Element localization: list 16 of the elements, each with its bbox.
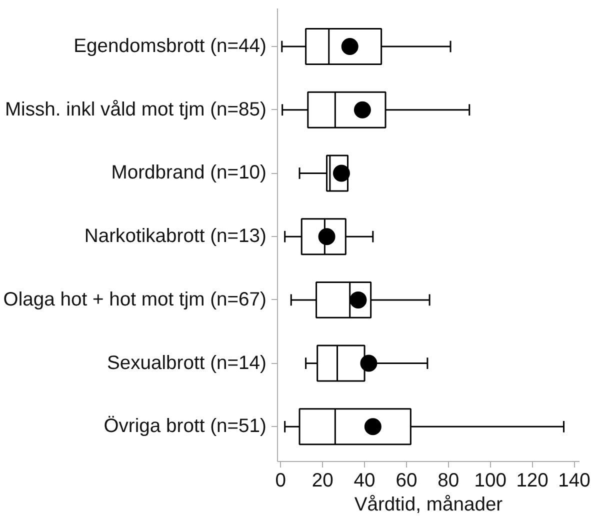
y-tick-label: Mordbrand (n=10) bbox=[111, 162, 266, 184]
x-axis-title: Vårdtid, månader bbox=[354, 494, 504, 516]
x-tick-label: 60 bbox=[396, 470, 418, 492]
x-tick-label: 20 bbox=[312, 470, 334, 492]
y-tick-label: Egendomsbrott (n=44) bbox=[74, 36, 267, 58]
x-tick-label: 140 bbox=[558, 470, 590, 492]
x-tick-label: 80 bbox=[438, 470, 460, 492]
y-tick-label: Övriga brott (n=51) bbox=[104, 415, 267, 438]
x-tick-label: 100 bbox=[474, 470, 506, 492]
y-tick-label: Narkotikabrott (n=13) bbox=[84, 226, 267, 248]
y-tick-label: Missh. inkl våld mot tjm (n=85) bbox=[4, 99, 267, 120]
x-tick-label: 40 bbox=[354, 470, 376, 492]
x-tick-label: 120 bbox=[516, 470, 548, 492]
y-tick-label: Sexualbrott (n=14) bbox=[106, 352, 267, 374]
y-tick-label: Olaga hot + hot mot tjm (n=67) bbox=[3, 289, 267, 310]
x-tick-label: 0 bbox=[275, 470, 286, 492]
